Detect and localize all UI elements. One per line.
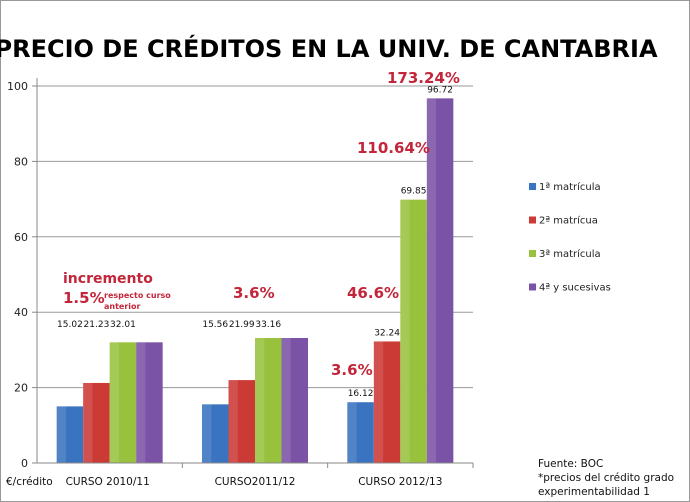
x-tick-label: CURSO2011/12 xyxy=(215,476,296,488)
annotation-pct-2010: 1.5% xyxy=(63,289,105,307)
annotation-pct-2012-3: 110.64% xyxy=(357,139,430,157)
bar-highlight xyxy=(347,402,357,463)
bar-highlight xyxy=(56,406,66,463)
bar-highlight xyxy=(136,342,146,463)
bar xyxy=(255,337,282,463)
bar xyxy=(109,342,137,463)
footnote-line: *precios del crédito grado xyxy=(538,472,674,484)
annotation-pct-2012-2: 46.6% xyxy=(347,284,399,302)
bars xyxy=(56,98,454,463)
legend-swatch xyxy=(529,250,536,257)
bar-highlight xyxy=(373,341,384,463)
data-label: 15.56 xyxy=(202,320,228,330)
data-label: 21.99 xyxy=(229,320,255,330)
y-tick-label: 20 xyxy=(14,382,28,395)
annotation-pct-2012-4: 173.24% xyxy=(387,69,460,87)
legend-label: 2ª matrícua xyxy=(539,215,598,227)
legend-label: 1ª matrícula xyxy=(539,181,601,193)
footnote-line: Fuente: BOC xyxy=(538,458,603,470)
x-tick-label: CURSO 2012/13 xyxy=(358,476,442,488)
bar xyxy=(202,404,229,463)
annotation-pct-2011: 3.6% xyxy=(233,284,275,302)
y-tick-label: 60 xyxy=(14,231,28,244)
bar-highlight xyxy=(202,404,212,463)
data-label: 16.12 xyxy=(348,389,374,399)
legend: 1ª matrícula 2ª matrícua 3ª matrícula 4ª y … xyxy=(529,181,611,294)
bar-highlight xyxy=(109,342,119,463)
y-tick-label: 80 xyxy=(14,155,28,168)
bar-highlight xyxy=(228,380,238,463)
data-label: 15.02 xyxy=(57,320,83,330)
bar xyxy=(373,341,401,463)
y-tick-label: 40 xyxy=(14,306,28,319)
legend-label: 4ª y sucesivas xyxy=(539,283,611,294)
bar-highlight xyxy=(255,337,265,463)
data-label: 33.16 xyxy=(255,320,281,330)
bar-highlight xyxy=(400,199,410,463)
bar-highlight xyxy=(281,337,291,463)
bar xyxy=(347,402,374,463)
legend-swatch xyxy=(529,183,536,190)
bar xyxy=(228,380,255,463)
bar xyxy=(136,342,163,463)
bar xyxy=(83,382,110,463)
legend-swatch xyxy=(529,216,536,224)
chart-title: PRECIO DE CRÉDITOS EN LA UNIV. DE CANTAB… xyxy=(0,34,658,63)
legend-swatch xyxy=(529,283,536,291)
data-labels: 15.02 21.23 32.01 15.56 21.99 33.16 16.12 32.24… xyxy=(57,85,453,399)
bar xyxy=(56,406,84,463)
annotations: incremento 1.5% respecto curso anterior … xyxy=(63,69,460,379)
y-axis-label: €/crédito xyxy=(6,476,53,488)
data-label: 32.01 xyxy=(110,320,136,330)
annotation-pct-2012-1: 3.6% xyxy=(331,361,373,379)
legend-label: 3ª matrícula xyxy=(539,248,601,260)
bar xyxy=(281,337,308,463)
axes: 0 20 40 60 80 100 CURSO 2010/11 CURSO2011/12 CUR… xyxy=(7,78,474,488)
bar xyxy=(426,98,454,463)
data-label: 21.23 xyxy=(84,320,110,330)
bar-highlight xyxy=(83,382,93,463)
x-tick-label: CURSO 2010/11 xyxy=(66,476,150,488)
footnote: Fuente: BOC *precios del crédito grado e… xyxy=(538,458,674,498)
annotation-incremento: incremento xyxy=(63,271,153,287)
y-tick-label: 0 xyxy=(21,457,28,470)
annotation-anterior: anterior xyxy=(104,302,141,311)
footnote-line: experimentabilidad 1 xyxy=(538,486,650,498)
annotation-respecto: respecto curso xyxy=(104,291,171,300)
data-label: 96.72 xyxy=(427,85,453,95)
data-label: 69.85 xyxy=(401,187,427,197)
data-label: 32.24 xyxy=(374,328,400,338)
bar-highlight xyxy=(426,98,437,463)
bar xyxy=(400,199,427,463)
y-tick-label: 100 xyxy=(7,80,28,93)
